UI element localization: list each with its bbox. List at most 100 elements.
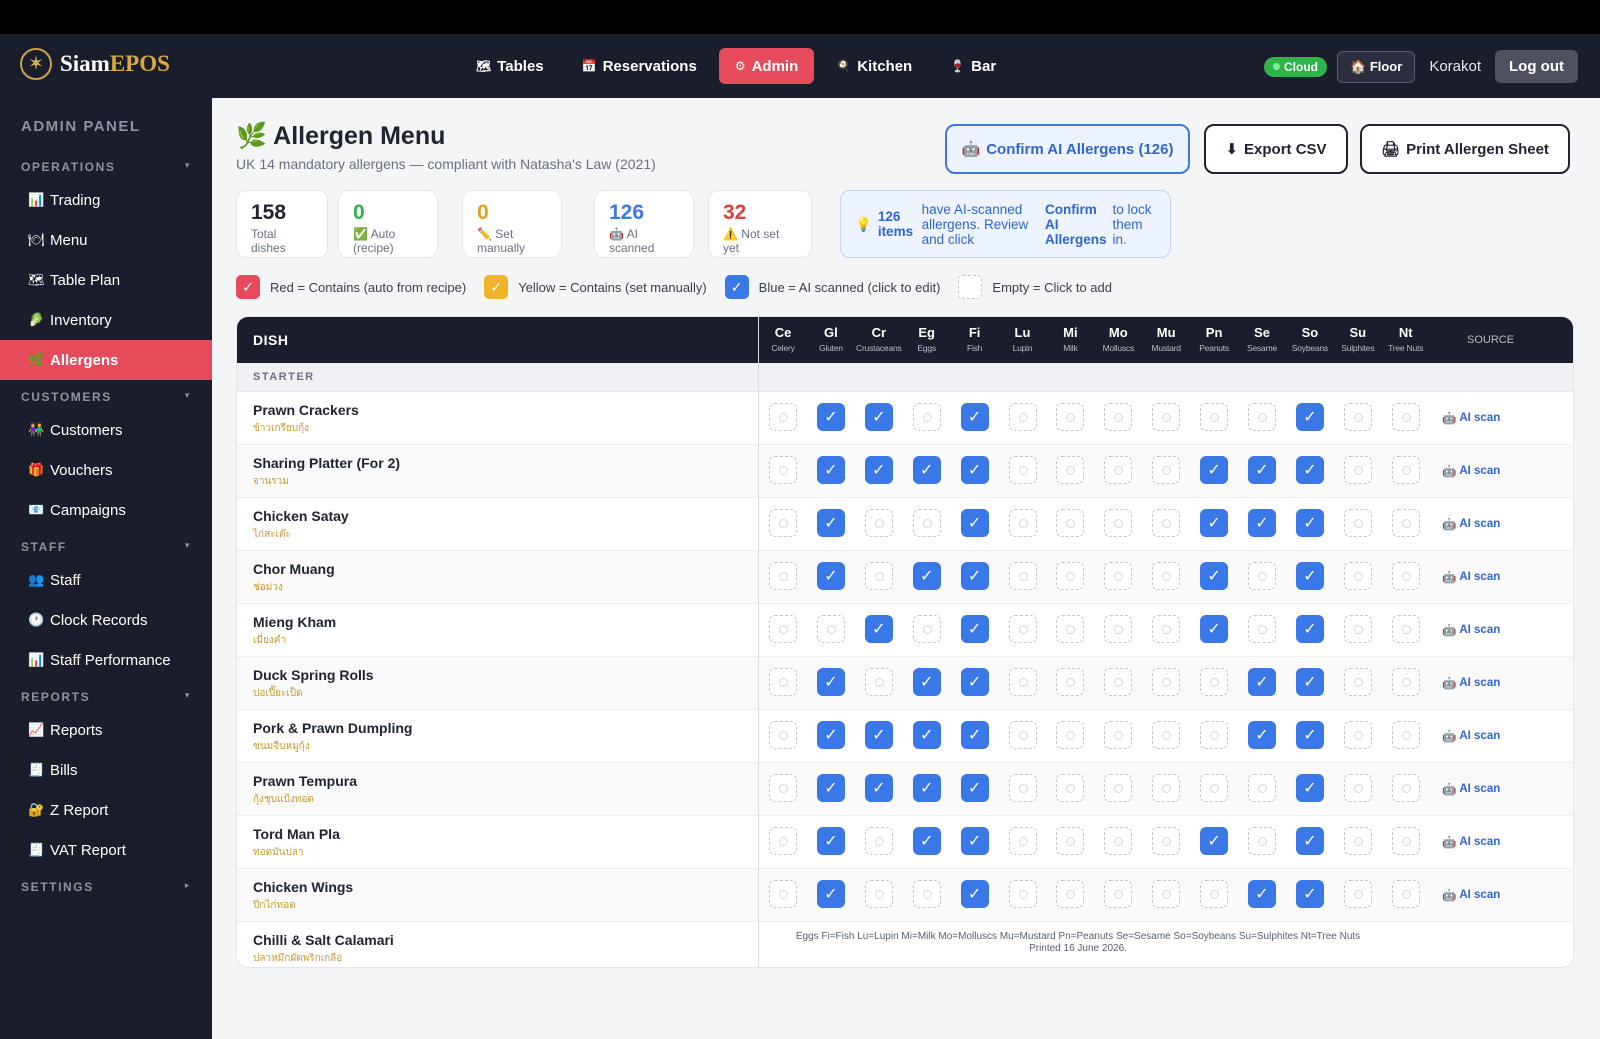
allergen-toggle-nt[interactable] bbox=[1391, 827, 1420, 855]
allergen-toggle-mi[interactable] bbox=[1056, 668, 1085, 696]
export-csv-button[interactable]: ⬇ Export CSV bbox=[1204, 124, 1348, 174]
sidebar-item-inventory[interactable]: 🥬 Inventory bbox=[28, 311, 112, 329]
allergen-toggle-lu[interactable] bbox=[1008, 721, 1037, 749]
allergen-toggle-so[interactable]: ✓ bbox=[1295, 721, 1324, 749]
nav-reservations[interactable]: 📅 Reservations bbox=[581, 57, 697, 75]
allergen-toggle-so[interactable]: ✓ bbox=[1295, 668, 1324, 696]
allergen-toggle-mi[interactable] bbox=[1056, 880, 1085, 908]
allergen-toggle-so[interactable]: ✓ bbox=[1295, 774, 1324, 802]
allergen-toggle-se[interactable]: ✓ bbox=[1248, 880, 1276, 908]
allergen-toggle-lu[interactable] bbox=[1008, 509, 1037, 537]
allergen-toggle-mo[interactable] bbox=[1104, 509, 1133, 537]
dish-name[interactable]: Mieng Kham bbox=[253, 614, 337, 630]
allergen-toggle-gl[interactable]: ✓ bbox=[816, 456, 845, 484]
allergen-toggle-eg[interactable] bbox=[912, 509, 941, 537]
section-staff[interactable]: STAFF ▾ bbox=[21, 540, 191, 554]
allergen-toggle-pn[interactable] bbox=[1200, 403, 1229, 431]
allergen-toggle-nt[interactable] bbox=[1391, 509, 1420, 537]
dish-name[interactable]: Chilli & Salt Calamari bbox=[253, 932, 394, 948]
allergen-toggle-su[interactable] bbox=[1343, 509, 1372, 537]
allergen-toggle-fi[interactable]: ✓ bbox=[960, 668, 989, 696]
allergen-toggle-fi[interactable]: ✓ bbox=[960, 456, 989, 484]
allergen-toggle-eg[interactable]: ✓ bbox=[912, 456, 941, 484]
allergen-toggle-mu[interactable] bbox=[1152, 562, 1181, 590]
allergen-toggle-eg[interactable]: ✓ bbox=[912, 721, 941, 749]
allergen-toggle-se[interactable] bbox=[1248, 403, 1276, 431]
dish-name[interactable]: Prawn Crackers bbox=[253, 402, 359, 418]
dish-name[interactable]: Chicken Satay bbox=[253, 508, 349, 524]
sidebar-item-z-report[interactable]: 🔐 Z Report bbox=[28, 801, 109, 819]
sidebar-item-clock-records[interactable]: 🕐 Clock Records bbox=[28, 611, 148, 629]
floor-button[interactable]: 🏠 Floor bbox=[1337, 50, 1416, 83]
allergen-toggle-mo[interactable] bbox=[1104, 880, 1133, 908]
sidebar-item-bills[interactable]: 🧾 Bills bbox=[28, 761, 78, 779]
allergen-toggle-cr[interactable] bbox=[864, 827, 893, 855]
allergen-toggle-mo[interactable] bbox=[1104, 827, 1133, 855]
allergen-toggle-lu[interactable] bbox=[1008, 668, 1037, 696]
allergen-toggle-gl[interactable]: ✓ bbox=[816, 880, 845, 908]
nav-tables[interactable]: 🗺 Tables bbox=[476, 57, 544, 75]
sidebar-item-reports[interactable]: 📈 Reports bbox=[28, 721, 103, 739]
allergen-toggle-lu[interactable] bbox=[1008, 403, 1037, 431]
allergen-toggle-lu[interactable] bbox=[1008, 562, 1037, 590]
allergen-toggle-mi[interactable] bbox=[1056, 774, 1085, 802]
allergen-toggle-fi[interactable]: ✓ bbox=[960, 403, 989, 431]
allergen-toggle-se[interactable]: ✓ bbox=[1248, 668, 1276, 696]
section-customers[interactable]: CUSTOMERS ▾ bbox=[21, 390, 191, 404]
allergen-toggle-se[interactable]: ✓ bbox=[1248, 456, 1276, 484]
allergen-toggle-lu[interactable] bbox=[1008, 456, 1037, 484]
allergen-toggle-gl[interactable]: ✓ bbox=[816, 509, 845, 537]
allergen-toggle-ce[interactable] bbox=[769, 774, 797, 802]
allergen-toggle-so[interactable]: ✓ bbox=[1295, 827, 1324, 855]
nav-kitchen[interactable]: 🍳 Kitchen bbox=[836, 57, 913, 75]
sidebar-item-allergens[interactable]: 🌿 Allergens bbox=[0, 340, 212, 380]
allergen-toggle-mu[interactable] bbox=[1152, 403, 1181, 431]
allergen-toggle-nt[interactable] bbox=[1391, 880, 1420, 908]
allergen-toggle-mi[interactable] bbox=[1056, 403, 1085, 431]
allergen-toggle-fi[interactable]: ✓ bbox=[960, 880, 989, 908]
allergen-toggle-se[interactable] bbox=[1248, 615, 1276, 643]
allergen-toggle-mu[interactable] bbox=[1152, 721, 1181, 749]
sidebar-item-menu[interactable]: 🍽 Menu bbox=[28, 231, 88, 249]
section-settings[interactable]: SETTINGS ▸ bbox=[21, 880, 191, 894]
allergen-toggle-fi[interactable]: ✓ bbox=[960, 774, 989, 802]
allergen-toggle-ce[interactable] bbox=[769, 403, 797, 431]
allergen-toggle-pn[interactable] bbox=[1200, 774, 1229, 802]
allergen-toggle-su[interactable] bbox=[1343, 827, 1372, 855]
allergen-toggle-nt[interactable] bbox=[1391, 615, 1420, 643]
allergen-toggle-fi[interactable]: ✓ bbox=[960, 615, 989, 643]
allergen-toggle-pn[interactable] bbox=[1200, 721, 1229, 749]
sidebar-item-staff-performance[interactable]: 📊 Staff Performance bbox=[28, 651, 171, 669]
allergen-toggle-mi[interactable] bbox=[1056, 562, 1085, 590]
allergen-toggle-pn[interactable]: ✓ bbox=[1200, 615, 1229, 643]
allergen-toggle-cr[interactable]: ✓ bbox=[864, 721, 893, 749]
allergen-toggle-su[interactable] bbox=[1343, 721, 1372, 749]
allergen-toggle-pn[interactable]: ✓ bbox=[1200, 827, 1229, 855]
allergen-toggle-cr[interactable] bbox=[864, 562, 893, 590]
allergen-toggle-fi[interactable]: ✓ bbox=[960, 827, 989, 855]
allergen-toggle-gl[interactable]: ✓ bbox=[816, 403, 845, 431]
allergen-toggle-mi[interactable] bbox=[1056, 456, 1085, 484]
allergen-toggle-nt[interactable] bbox=[1391, 403, 1420, 431]
allergen-toggle-mi[interactable] bbox=[1056, 509, 1085, 537]
logout-button[interactable]: Log out bbox=[1495, 50, 1578, 83]
dish-name[interactable]: Chor Muang bbox=[253, 561, 335, 577]
dish-name[interactable]: Duck Spring Rolls bbox=[253, 667, 374, 683]
allergen-toggle-su[interactable] bbox=[1343, 615, 1372, 643]
allergen-toggle-gl[interactable]: ✓ bbox=[816, 562, 845, 590]
allergen-toggle-mo[interactable] bbox=[1104, 403, 1133, 431]
allergen-toggle-eg[interactable]: ✓ bbox=[912, 562, 941, 590]
allergen-toggle-ce[interactable] bbox=[769, 668, 797, 696]
allergen-toggle-mo[interactable] bbox=[1104, 774, 1133, 802]
allergen-toggle-ce[interactable] bbox=[769, 880, 797, 908]
dish-name[interactable]: Tord Man Pla bbox=[253, 826, 340, 842]
allergen-toggle-ce[interactable] bbox=[769, 827, 797, 855]
allergen-toggle-eg[interactable] bbox=[912, 403, 941, 431]
allergen-toggle-nt[interactable] bbox=[1391, 774, 1420, 802]
sidebar-item-campaigns[interactable]: 📧 Campaigns bbox=[28, 501, 126, 519]
allergen-toggle-mi[interactable] bbox=[1056, 721, 1085, 749]
sidebar-item-staff[interactable]: 👥 Staff bbox=[28, 571, 81, 589]
allergen-toggle-eg[interactable]: ✓ bbox=[912, 774, 941, 802]
allergen-toggle-lu[interactable] bbox=[1008, 880, 1037, 908]
allergen-toggle-fi[interactable]: ✓ bbox=[960, 721, 989, 749]
